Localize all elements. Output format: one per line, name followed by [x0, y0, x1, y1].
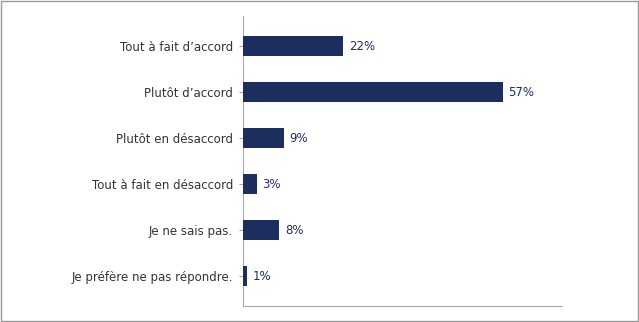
Bar	[243, 174, 256, 194]
Text: 9%: 9%	[289, 131, 308, 145]
Bar	[243, 220, 279, 240]
Text: 8%: 8%	[285, 223, 304, 236]
Text: 22%: 22%	[349, 40, 375, 52]
Bar	[243, 266, 247, 286]
Bar	[243, 128, 284, 148]
Bar	[243, 82, 503, 102]
Text: 1%: 1%	[253, 270, 272, 282]
Bar	[243, 36, 343, 56]
Text: 3%: 3%	[262, 177, 281, 191]
Text: 57%: 57%	[509, 86, 534, 99]
